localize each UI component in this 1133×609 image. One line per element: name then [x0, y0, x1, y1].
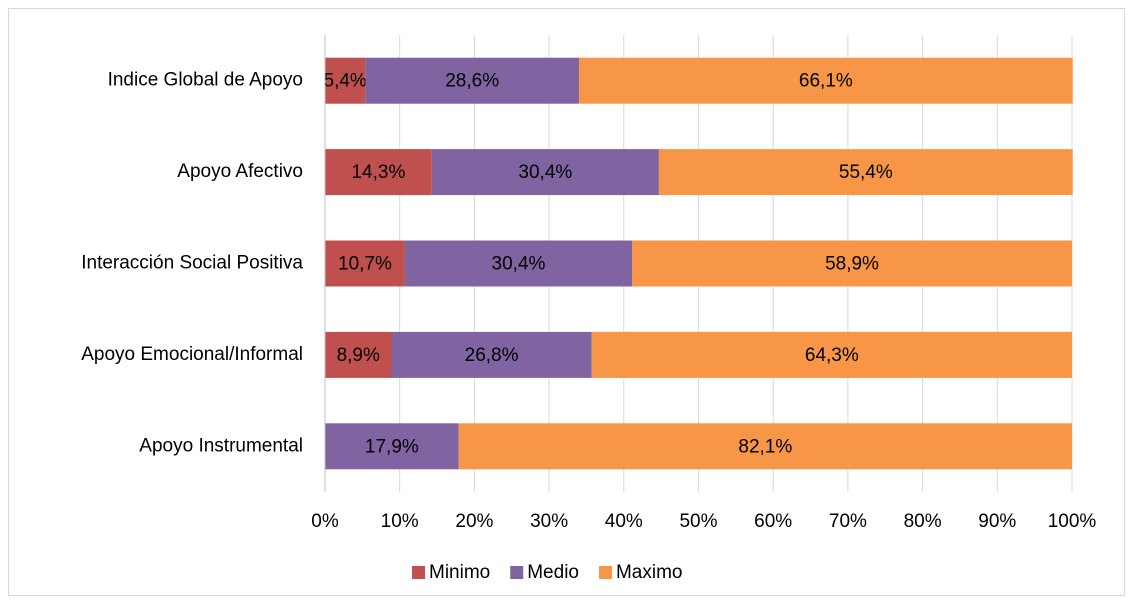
data-label: 66,1%	[799, 71, 853, 92]
x-tick-label: 0%	[311, 511, 339, 532]
legend-swatch	[510, 566, 524, 579]
legend-label: Minimo	[429, 562, 490, 583]
bar-segment	[325, 149, 432, 196]
legend-swatch	[598, 566, 612, 579]
x-tick-label: 70%	[829, 511, 867, 532]
y-tick-label: Apoyo Afectivo	[177, 161, 303, 182]
x-tick-label: 40%	[605, 511, 643, 532]
bar-segment	[658, 149, 1073, 196]
bar-segment	[325, 331, 392, 378]
data-label: 14,3%	[351, 162, 405, 183]
y-tick-label: Apoyo Emocional/Informal	[81, 344, 303, 365]
legend-label: Medio	[527, 562, 579, 583]
x-tick-label: 90%	[978, 511, 1016, 532]
chart-frame	[8, 8, 1125, 596]
data-label: 58,9%	[825, 254, 879, 275]
legend-label: Maximo	[616, 562, 683, 583]
data-label: 28,6%	[445, 71, 499, 92]
x-tick-label: 10%	[381, 511, 419, 532]
legend-swatch	[412, 566, 425, 579]
data-label: 64,3%	[805, 345, 859, 366]
data-label: 82,1%	[738, 436, 792, 457]
bar-segment	[325, 423, 459, 470]
bar-segment	[591, 331, 1072, 378]
bar-segment	[325, 240, 405, 287]
bar-segment	[365, 57, 579, 104]
x-tick-label: 60%	[754, 511, 792, 532]
bar-segment	[325, 57, 366, 104]
bar-segment	[578, 57, 1073, 104]
data-label: 26,8%	[465, 345, 519, 366]
y-tick-label: Apoyo Instrumental	[139, 435, 303, 456]
x-tick-label: 80%	[904, 511, 942, 532]
bar-segment	[458, 423, 1072, 470]
x-tick-label: 50%	[679, 511, 717, 532]
data-label: 5,4%	[324, 71, 367, 92]
data-label: 8,9%	[337, 345, 380, 366]
x-tick-label: 20%	[455, 511, 493, 532]
data-label: 30,4%	[492, 254, 546, 275]
bar-segment	[391, 331, 592, 378]
data-label: 30,4%	[518, 162, 572, 183]
bar-segment	[431, 149, 659, 196]
x-tick-label: 30%	[530, 511, 568, 532]
y-tick-label: Interacción Social Positiva	[81, 253, 303, 274]
data-label: 55,4%	[839, 162, 893, 183]
bar-segment	[632, 240, 1072, 287]
data-label: 17,9%	[365, 436, 419, 457]
data-label: 10,7%	[338, 254, 392, 275]
bar-segment	[404, 240, 633, 287]
y-tick-label: Indice Global de Apoyo	[108, 70, 303, 91]
x-tick-label: 100%	[1048, 511, 1097, 532]
